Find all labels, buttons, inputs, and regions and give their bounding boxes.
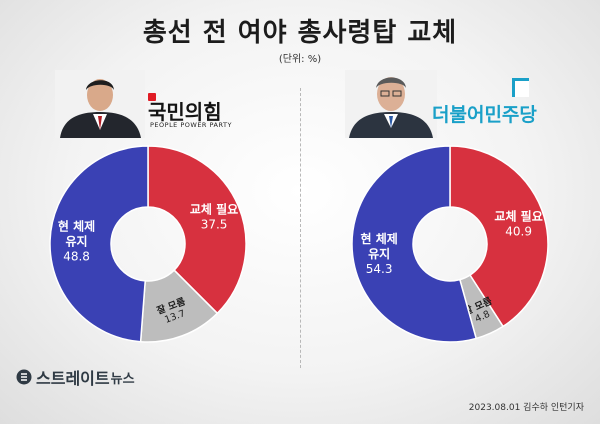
donut-slice-2 (49, 145, 149, 343)
slice-label-line: 유지 (66, 234, 88, 249)
slice-label-line: 교체 필요 (190, 201, 238, 216)
unit-label: (단위: %) (278, 54, 322, 65)
dp-logo-mark (512, 78, 529, 97)
slice-label-line: 교체 필요 (494, 209, 542, 224)
slice-label-line: 54.3 (366, 262, 393, 276)
brand-icon (16, 369, 32, 385)
right-donut-chart: 교체 필요 40.9 잘 모름 4.8 현 체제 유지 54.3 (350, 142, 550, 347)
brand-name: 스트레이트 (36, 369, 110, 388)
slice-label-line: 유지 (368, 246, 390, 261)
slice-label-line: 40.9 (505, 225, 532, 239)
ppp-logo-mark (148, 93, 156, 101)
footer-credit: 2023.08.01 김수하 인턴기자 (468, 403, 584, 413)
slice-label-line: 현 체제 (360, 231, 397, 246)
left-donut-chart: 교체 필요 37.5 잘 모름 13.7 현 체제 유지 48.8 (48, 142, 248, 347)
slice-label-line: 현 체제 (58, 219, 95, 234)
left-party-sub: PEOPLE POWER PARTY (150, 121, 232, 129)
divider (300, 88, 301, 368)
brand-logo: 스트레이트 뉴스 (16, 365, 135, 389)
brand-suffix: 뉴스 (110, 371, 135, 387)
left-leader-photo (55, 70, 145, 138)
slice-label-line: 37.5 (201, 217, 228, 231)
donut-slice-2 (351, 145, 478, 343)
right-party-name: 더불어민주당 (432, 104, 537, 126)
right-leader-photo (345, 70, 437, 138)
left-party-name: 국민의힘 (148, 100, 222, 124)
page-title: 총선 전 여야 총사령탑 교체 (142, 18, 458, 48)
slice-label-line: 48.8 (63, 250, 90, 264)
donut-slice-0 (147, 145, 247, 315)
